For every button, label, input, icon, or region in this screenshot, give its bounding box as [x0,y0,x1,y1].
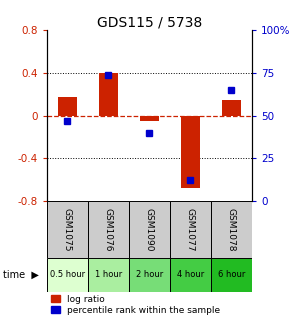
Bar [170,201,211,258]
Text: time  ▶: time ▶ [3,270,39,280]
Text: 1 hour: 1 hour [95,270,122,279]
Text: 0.5 hour: 0.5 hour [50,270,85,279]
Text: GSM1090: GSM1090 [145,208,154,251]
Text: 6 hour: 6 hour [218,270,245,279]
Bar [222,99,241,116]
Bar [211,201,252,258]
Text: GSM1077: GSM1077 [186,208,195,251]
Bar [181,116,200,188]
Text: GSM1078: GSM1078 [227,208,236,251]
Bar [129,258,170,292]
Bar [88,258,129,292]
Text: GSM1076: GSM1076 [104,208,113,251]
Title: GDS115 / 5738: GDS115 / 5738 [97,15,202,29]
Bar [58,97,77,116]
Bar [47,258,88,292]
Text: GSM1075: GSM1075 [63,208,72,251]
Text: 4 hour: 4 hour [177,270,204,279]
Bar [170,258,211,292]
Text: 2 hour: 2 hour [136,270,163,279]
Legend: log ratio, percentile rank within the sample: log ratio, percentile rank within the sa… [51,295,220,315]
Bar [211,258,252,292]
Bar [140,116,159,121]
Bar [99,73,118,116]
Bar [129,201,170,258]
Bar [88,201,129,258]
Bar [47,201,88,258]
